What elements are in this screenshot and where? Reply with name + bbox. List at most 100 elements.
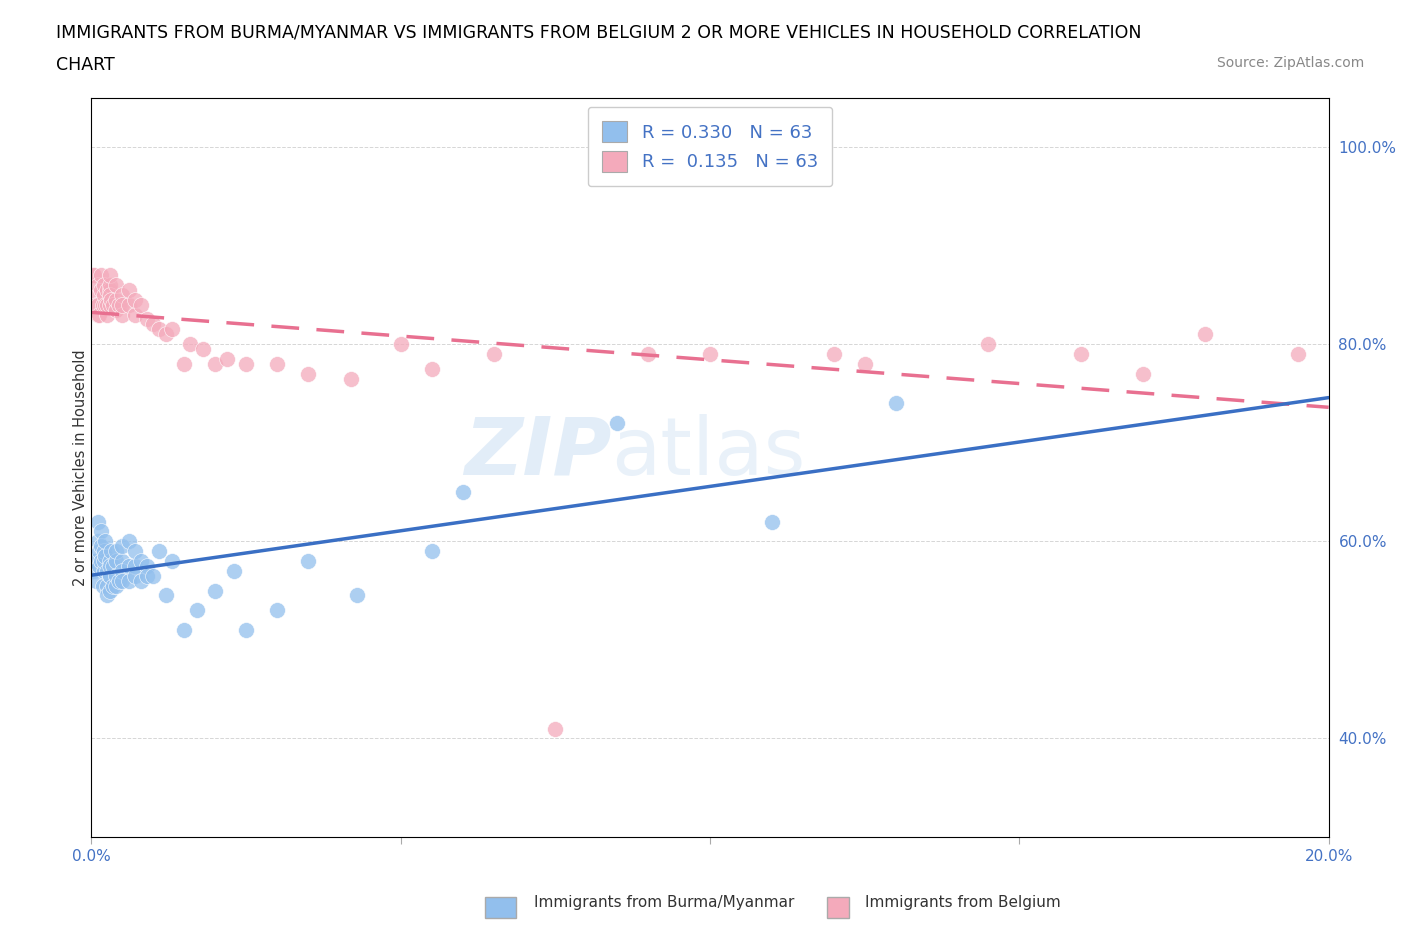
Point xyxy=(86,298,108,312)
Point xyxy=(96,307,118,322)
Point xyxy=(160,322,183,337)
Point xyxy=(86,298,108,312)
Point xyxy=(124,568,146,583)
Point xyxy=(117,298,139,312)
Point xyxy=(101,558,124,573)
Point xyxy=(90,268,112,283)
Point xyxy=(98,568,121,583)
Point xyxy=(86,514,108,529)
Point xyxy=(761,514,783,529)
Point xyxy=(266,356,288,371)
Point xyxy=(124,544,146,559)
Point xyxy=(83,268,105,283)
Point xyxy=(142,317,165,332)
Point xyxy=(124,558,146,573)
Point xyxy=(90,524,112,538)
Point xyxy=(173,356,195,371)
Point xyxy=(155,588,177,603)
Point xyxy=(186,603,208,618)
Point xyxy=(98,268,121,283)
Point xyxy=(1194,326,1216,341)
Point xyxy=(111,287,134,302)
Point xyxy=(100,544,122,559)
Point xyxy=(105,568,128,583)
Point xyxy=(129,573,152,588)
Point xyxy=(148,544,170,559)
Point xyxy=(83,564,105,578)
Point xyxy=(155,326,177,341)
Point xyxy=(204,356,226,371)
Point xyxy=(86,573,108,588)
Point xyxy=(204,583,226,598)
Point xyxy=(544,721,567,736)
Text: IMMIGRANTS FROM BURMA/MYANMAR VS IMMIGRANTS FROM BELGIUM 2 OR MORE VEHICLES IN H: IMMIGRANTS FROM BURMA/MYANMAR VS IMMIGRA… xyxy=(56,23,1142,41)
Point xyxy=(111,564,134,578)
Point xyxy=(699,347,721,362)
Point xyxy=(179,337,201,352)
Point xyxy=(86,534,108,549)
Point xyxy=(111,553,134,568)
Point xyxy=(91,298,114,312)
Point xyxy=(105,553,128,568)
Point xyxy=(235,356,257,371)
Point xyxy=(94,534,117,549)
Point xyxy=(117,558,139,573)
Point xyxy=(884,396,907,411)
Point xyxy=(606,416,628,431)
Point xyxy=(111,307,134,322)
Point xyxy=(136,558,159,573)
Point xyxy=(93,287,115,302)
Point xyxy=(96,578,118,593)
Text: atlas: atlas xyxy=(612,414,806,492)
Text: ZIP: ZIP xyxy=(464,414,612,492)
Y-axis label: 2 or more Vehicles in Household: 2 or more Vehicles in Household xyxy=(73,349,87,586)
Point xyxy=(83,287,105,302)
Point xyxy=(98,558,121,573)
Point xyxy=(105,302,128,317)
Point xyxy=(90,283,112,298)
Point xyxy=(117,534,139,549)
Point xyxy=(86,307,108,322)
Point xyxy=(117,573,139,588)
Point xyxy=(160,553,183,568)
Point xyxy=(96,564,118,578)
Point xyxy=(94,298,117,312)
Point xyxy=(87,544,110,559)
Point xyxy=(98,287,121,302)
Point xyxy=(93,544,115,559)
Point xyxy=(637,347,659,362)
Point xyxy=(86,277,108,292)
Point xyxy=(93,564,115,578)
Point xyxy=(823,347,845,362)
Point xyxy=(105,544,128,559)
Point xyxy=(124,292,146,307)
Point xyxy=(389,337,412,352)
Point xyxy=(1132,366,1154,381)
Point xyxy=(96,588,118,603)
Point xyxy=(100,292,122,307)
Point xyxy=(136,312,159,327)
Point xyxy=(83,553,105,568)
Point xyxy=(82,268,104,283)
Point xyxy=(105,292,128,307)
Point xyxy=(98,298,121,312)
Point xyxy=(96,283,118,298)
Point xyxy=(191,341,214,356)
Point xyxy=(108,298,131,312)
Point xyxy=(129,298,152,312)
Legend: R = 0.330   N = 63, R =  0.135   N = 63: R = 0.330 N = 63, R = 0.135 N = 63 xyxy=(588,107,832,186)
Point xyxy=(91,578,114,593)
Point xyxy=(346,588,368,603)
Point xyxy=(297,553,319,568)
Point xyxy=(136,568,159,583)
Point xyxy=(977,337,1000,352)
Point xyxy=(420,361,443,376)
Point xyxy=(340,371,363,386)
Point xyxy=(217,352,239,366)
Point xyxy=(235,622,257,637)
Point xyxy=(148,322,170,337)
Point xyxy=(98,283,121,298)
Text: CHART: CHART xyxy=(56,56,115,73)
Point xyxy=(105,578,128,593)
Point xyxy=(129,553,152,568)
